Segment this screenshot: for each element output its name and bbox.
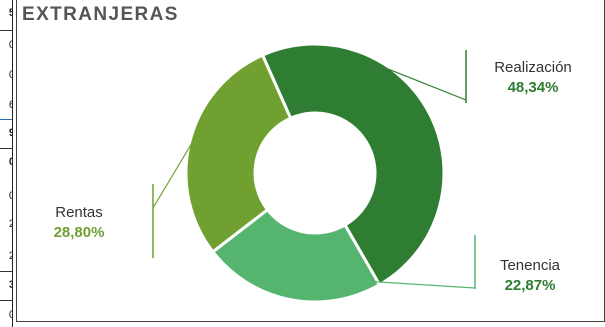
slice-name-label: Tenencia bbox=[500, 257, 561, 274]
table-row-separator bbox=[0, 119, 12, 120]
donut-slice-rentas bbox=[184, 53, 293, 254]
table-row-separator bbox=[0, 30, 12, 31]
table-cell-text: 9 bbox=[8, 127, 12, 139]
table-cell-text: 2 bbox=[8, 218, 12, 230]
table-cell: 6 bbox=[0, 96, 12, 114]
table-cell-text: 0 bbox=[8, 39, 12, 51]
table-cell-text: 0 bbox=[8, 69, 12, 81]
adjacent-table-strip bbox=[0, 0, 13, 327]
leader-line bbox=[152, 108, 214, 209]
slice-name-label: Realización bbox=[494, 59, 572, 76]
table-cell: 0 bbox=[0, 153, 12, 171]
slice-name-label: Rentas bbox=[55, 204, 103, 221]
table-cell: 0 bbox=[0, 36, 12, 54]
table-cell: 2 bbox=[0, 247, 12, 265]
table-cell-text: 5 bbox=[8, 7, 12, 19]
table-cell: 5 bbox=[0, 4, 12, 22]
table-cell-text: 0 bbox=[8, 156, 12, 168]
table-cell-text: 6 bbox=[8, 99, 12, 111]
table-cell: 9 bbox=[0, 124, 12, 142]
table-cell-text: 3 bbox=[8, 279, 12, 291]
table-cell-text: 0 bbox=[8, 190, 12, 202]
table-row-separator bbox=[0, 300, 12, 301]
donut-slice-realización bbox=[260, 42, 446, 287]
slice-percent-label: 48,34% bbox=[508, 79, 559, 96]
table-cell: 0 bbox=[0, 66, 12, 84]
table-row-separator bbox=[0, 271, 12, 272]
table-cell: 2 bbox=[0, 215, 12, 233]
table-cell: 0 bbox=[0, 187, 12, 205]
table-cell-text: 2 bbox=[8, 250, 12, 262]
slice-percent-label: 28,80% bbox=[54, 224, 105, 241]
leader-line bbox=[387, 68, 467, 101]
chart-title: EXTRANJERAS bbox=[22, 4, 179, 25]
leader-line bbox=[244, 272, 476, 289]
table-cell: 3 bbox=[0, 276, 12, 294]
table-cell-text: 0 bbox=[8, 309, 12, 321]
slice-percent-label: 22,87% bbox=[505, 277, 556, 294]
table-row-separator bbox=[0, 148, 12, 149]
table-cell: 0 bbox=[0, 306, 12, 324]
